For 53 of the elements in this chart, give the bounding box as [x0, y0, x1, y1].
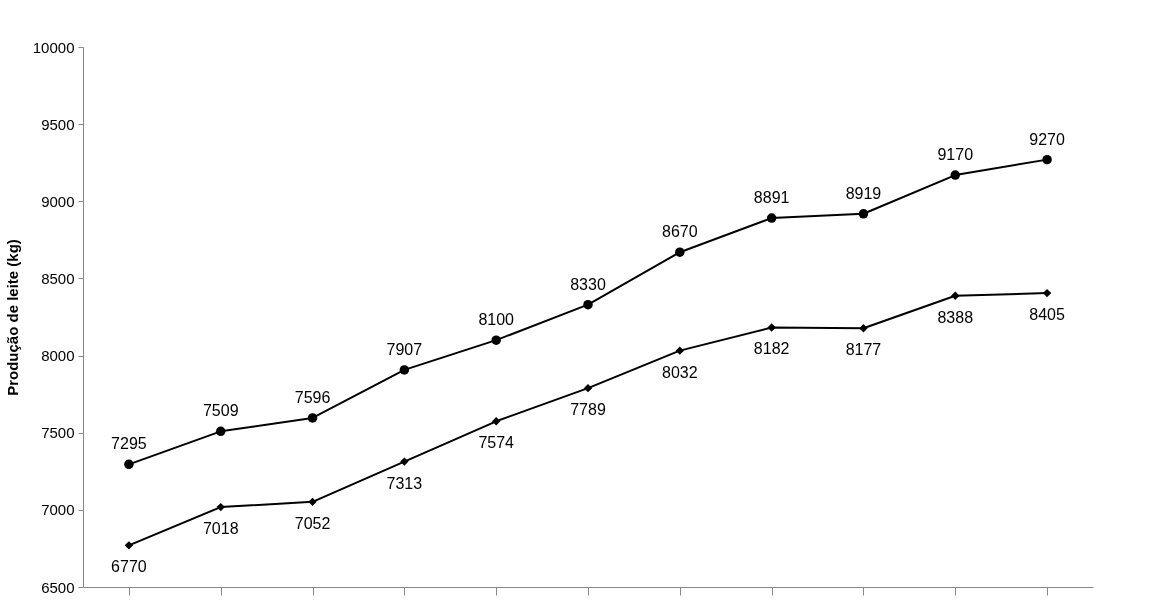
point	[583, 299, 593, 310]
y-axis-title: Produção de leite (kg)	[3, 239, 21, 396]
point	[307, 413, 318, 423]
point	[675, 346, 684, 355]
point	[859, 324, 868, 333]
point	[1042, 288, 1052, 298]
y-tick-label: 6500	[41, 578, 75, 596]
data-label: 7509	[202, 402, 239, 420]
data-label: 7052	[294, 514, 331, 532]
data-label: 9170	[937, 146, 974, 164]
data-label: 7295	[111, 435, 147, 453]
data-label: 8330	[570, 275, 606, 293]
y-tick-label: 10000	[32, 38, 75, 56]
data-label: 8100	[478, 311, 515, 329]
data-label: 7574	[478, 434, 515, 452]
y-tick-label: 9500	[41, 115, 75, 133]
data-label: 8919	[845, 184, 882, 202]
data-label: 9270	[1029, 130, 1065, 148]
data-label: 8405	[1029, 306, 1065, 324]
point	[400, 457, 409, 466]
y-tick-label: 9000	[41, 192, 75, 210]
point	[216, 502, 225, 512]
point	[950, 170, 961, 180]
point	[124, 541, 134, 550]
y-tick-label: 8000	[41, 347, 75, 365]
data-label: 7907	[386, 340, 423, 358]
point	[766, 213, 777, 223]
point	[1042, 154, 1052, 165]
y-tick-label: 7500	[41, 424, 75, 442]
data-label: 7596	[294, 388, 331, 406]
point	[583, 383, 593, 393]
data-label: 8177	[845, 341, 882, 359]
data-label: 8182	[753, 340, 790, 358]
data-label: 8670	[662, 223, 698, 241]
point	[399, 365, 410, 375]
point	[215, 426, 226, 437]
data-label: 8032	[662, 363, 698, 381]
data-label: 6770	[111, 558, 147, 576]
point	[767, 323, 776, 332]
point	[491, 335, 501, 345]
data-label: 8388	[937, 308, 974, 326]
data-label: 7789	[570, 401, 606, 419]
data-label: 8891	[753, 189, 790, 207]
point	[858, 209, 869, 219]
point	[951, 291, 960, 300]
data-label: 7313	[386, 474, 423, 492]
y-tick-label: 8500	[41, 269, 75, 287]
y-tick-label: 7000	[41, 501, 75, 519]
point	[675, 247, 685, 257]
point	[492, 417, 501, 426]
point	[124, 459, 134, 470]
point	[308, 497, 317, 507]
data-label: 7018	[202, 520, 239, 538]
